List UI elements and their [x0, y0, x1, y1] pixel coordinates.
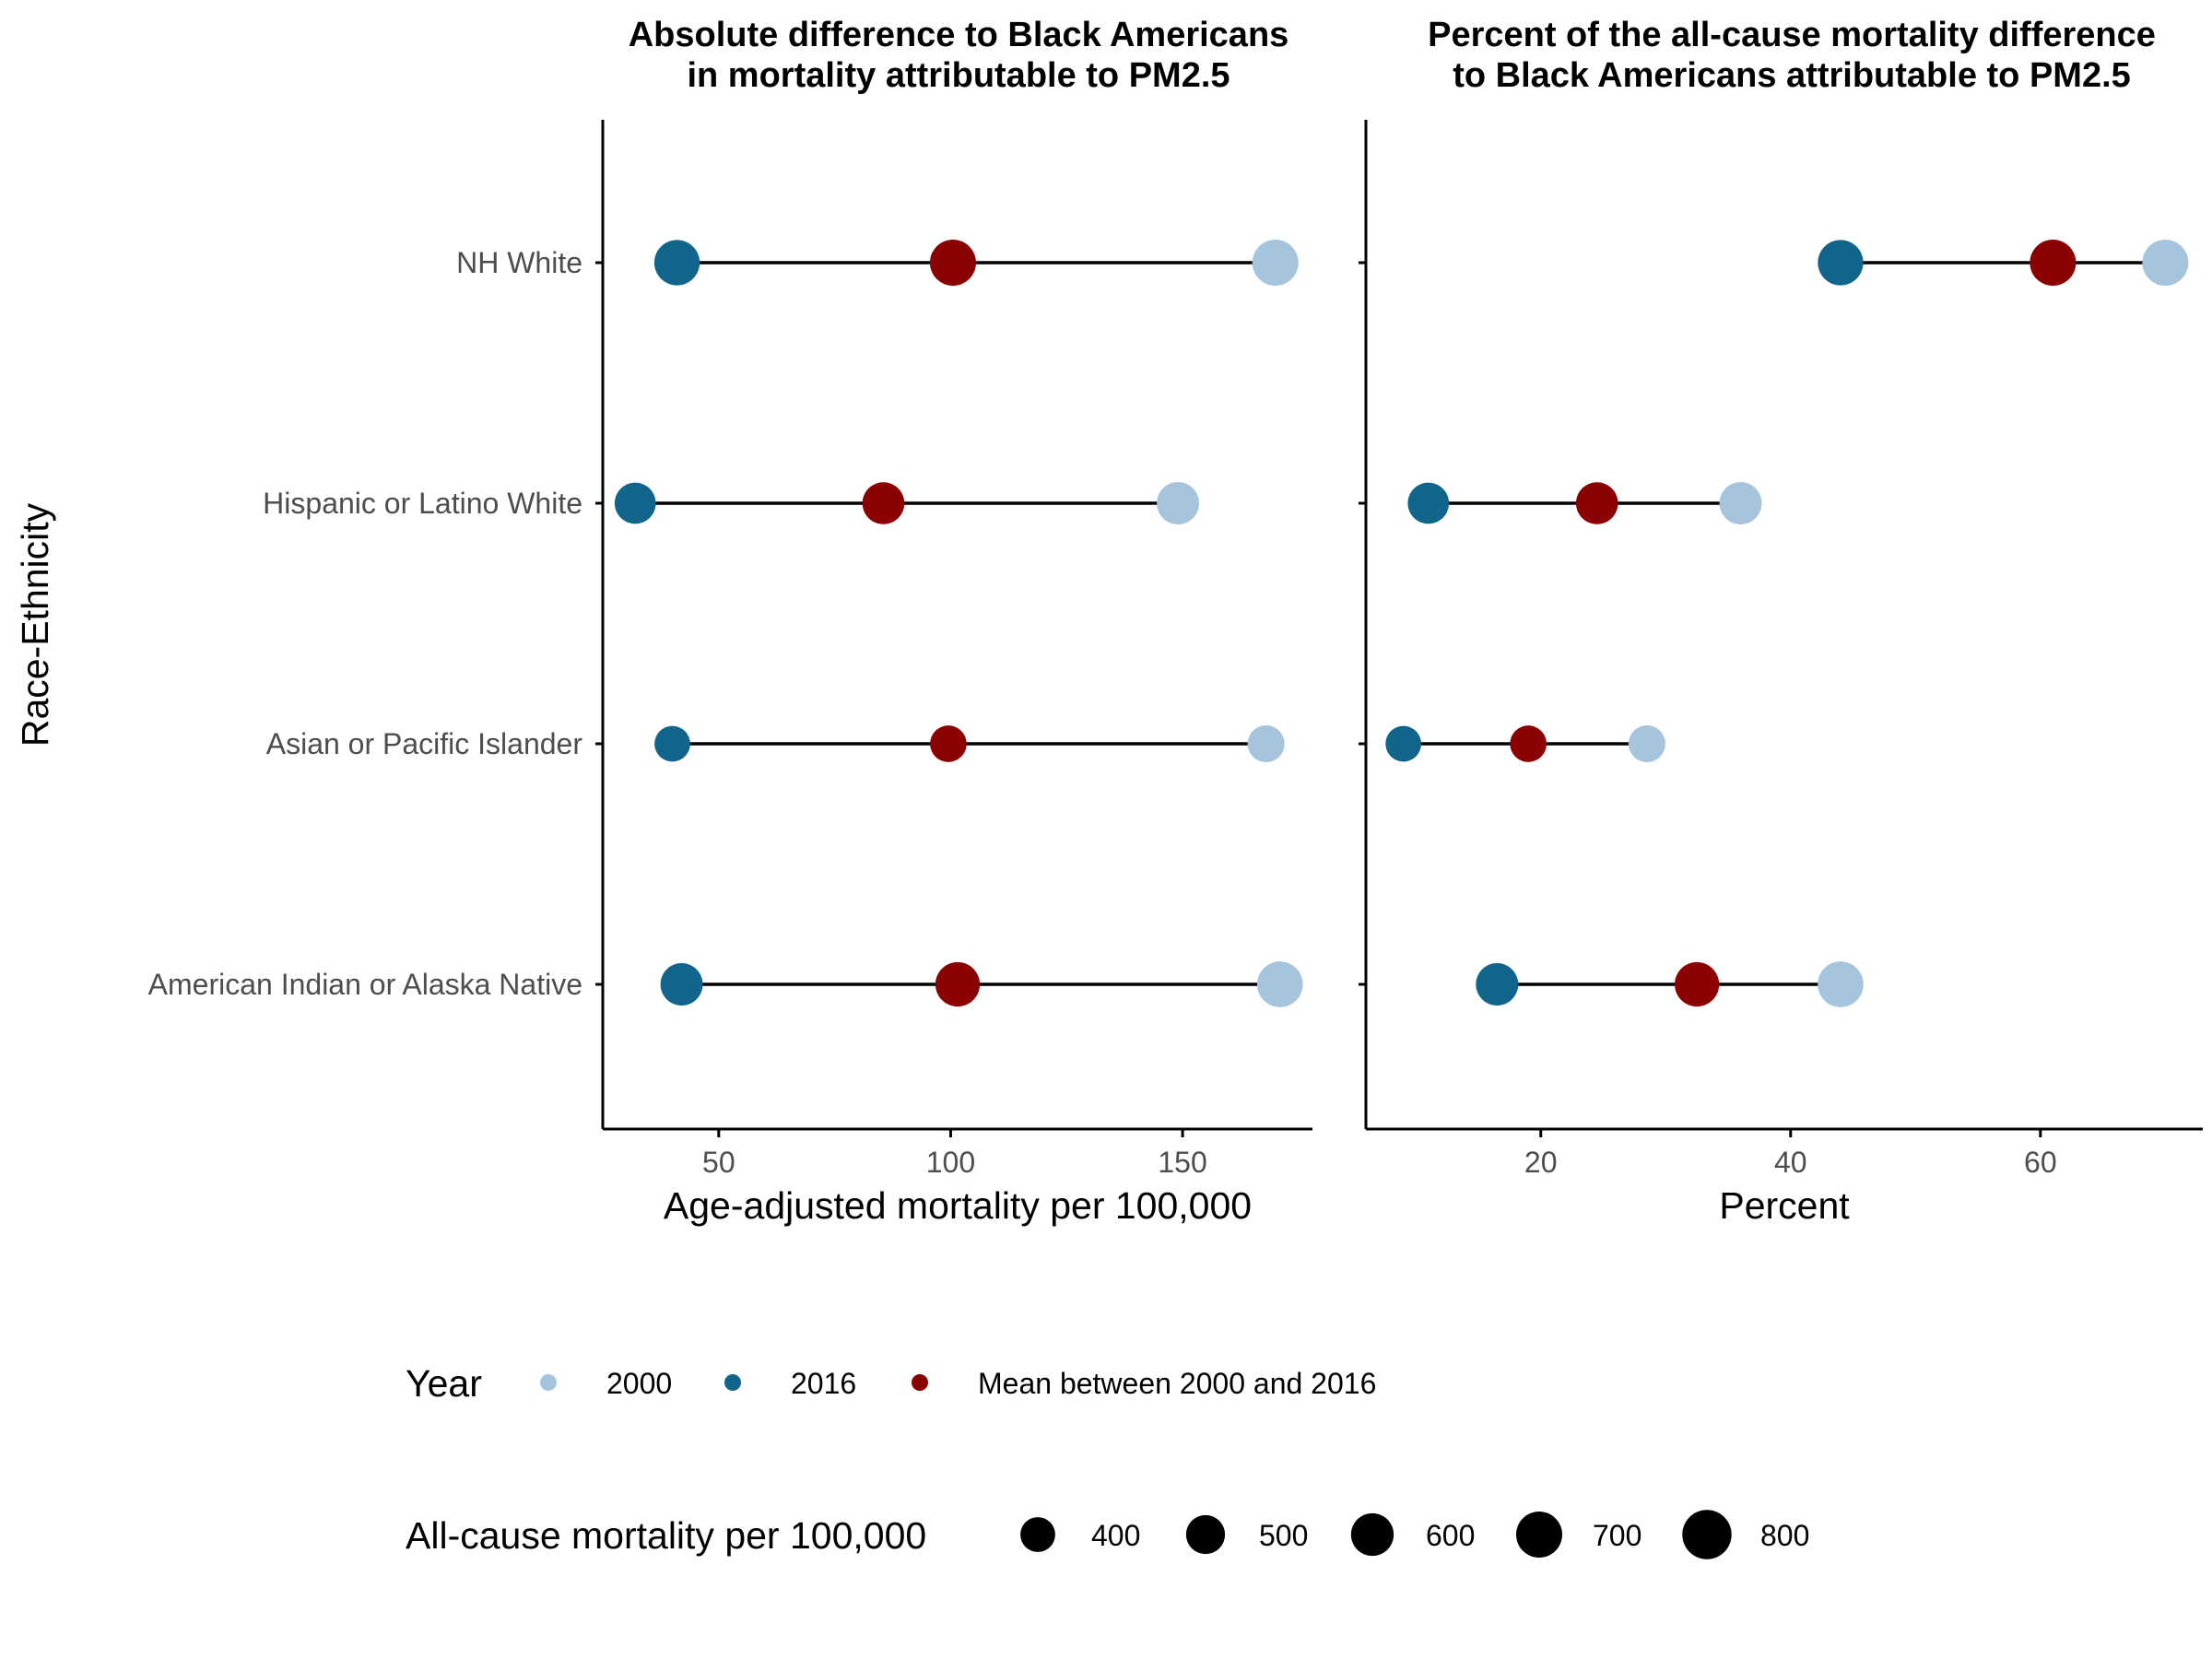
- x-tick-label: 40: [1774, 1146, 1807, 1179]
- legend-size-key: [1185, 1514, 1226, 1555]
- point-2016: [1818, 240, 1864, 286]
- point-mean: [1575, 482, 1618, 524]
- y-tick-label: NH White: [456, 246, 582, 279]
- legend-size-label: 800: [1760, 1519, 1809, 1552]
- legend-size: All-cause mortality per 100,000 400 500 60…: [406, 1510, 1809, 1559]
- point-2016: [1476, 963, 1519, 1006]
- point-2016: [653, 240, 700, 286]
- legend-year-label: 2000: [606, 1367, 672, 1400]
- point-2000: [1157, 482, 1200, 524]
- panels-layer: Absolute difference to Black Americansin…: [148, 16, 2203, 1227]
- legend-size-label: 400: [1091, 1519, 1140, 1552]
- legend-size-label: 600: [1426, 1519, 1475, 1552]
- point-2000: [1628, 724, 1665, 763]
- point-2016: [614, 482, 656, 524]
- x-tick-label: 100: [926, 1146, 975, 1179]
- legend-size-title: All-cause mortality per 100,000: [406, 1514, 926, 1557]
- legend-size-key: [1516, 1512, 1562, 1558]
- legend-size-key: [1020, 1517, 1055, 1552]
- point-mean: [929, 240, 976, 286]
- x-axis-title: Percent: [1719, 1184, 1850, 1227]
- legend-size-label: 500: [1259, 1519, 1308, 1552]
- x-axis-title: Age-adjusted mortality per 100,000: [664, 1184, 1252, 1227]
- y-tick-label: Asian or Pacific Islander: [266, 727, 583, 760]
- point-mean: [930, 725, 967, 762]
- legend-year-key: [540, 1374, 557, 1391]
- legend-size-key: [1350, 1512, 1394, 1557]
- point-2000: [2142, 240, 2189, 286]
- point-2016: [660, 963, 703, 1006]
- panel-1: Absolute difference to Black Americansin…: [148, 16, 1312, 1227]
- x-tick-label: 20: [1524, 1146, 1558, 1179]
- point-2000: [1247, 724, 1285, 763]
- panel-title-line: in mortality attributable to PM2.5: [687, 56, 1230, 95]
- panel-title-line: Absolute difference to Black Americans: [629, 16, 1289, 54]
- point-mean: [862, 482, 905, 524]
- x-tick-label: 50: [702, 1146, 735, 1179]
- point-2000: [1818, 961, 1864, 1007]
- legend-year-key: [724, 1374, 741, 1391]
- point-2016: [1407, 482, 1450, 524]
- legend-year-label: 2016: [791, 1367, 856, 1400]
- panel-title-line: Percent of the all-cause mortality diffe…: [1428, 16, 2156, 54]
- point-2016: [1385, 725, 1422, 762]
- point-2000: [1256, 961, 1303, 1007]
- y-axis-title: Race-Ethnicity: [14, 502, 56, 747]
- legend-year-key: [912, 1374, 928, 1391]
- y-tick-label: Hispanic or Latino White: [263, 487, 582, 520]
- point-2000: [1719, 482, 1762, 524]
- point-mean: [2030, 240, 2077, 286]
- x-tick-label: 60: [2024, 1146, 2057, 1179]
- y-tick-label: American Indian or Alaska Native: [148, 968, 582, 1001]
- point-2000: [1252, 240, 1299, 286]
- legend-year-label: Mean between 2000 and 2016: [978, 1367, 1376, 1400]
- legend-year: Year 2000 2016 Mean between 2000 and 2016: [406, 1362, 1376, 1405]
- legend-size-label: 700: [1593, 1519, 1641, 1552]
- legend-size-key: [1682, 1510, 1732, 1559]
- point-mean: [1510, 725, 1547, 762]
- point-mean: [1675, 961, 1720, 1007]
- x-tick-label: 150: [1158, 1146, 1206, 1179]
- point-mean: [935, 961, 981, 1007]
- point-2016: [654, 725, 690, 762]
- panel-title-line: to Black Americans attributable to PM2.5: [1453, 56, 2131, 95]
- panel-2: Percent of the all-cause mortality diffe…: [1359, 16, 2203, 1227]
- legend-year-title: Year: [406, 1362, 482, 1405]
